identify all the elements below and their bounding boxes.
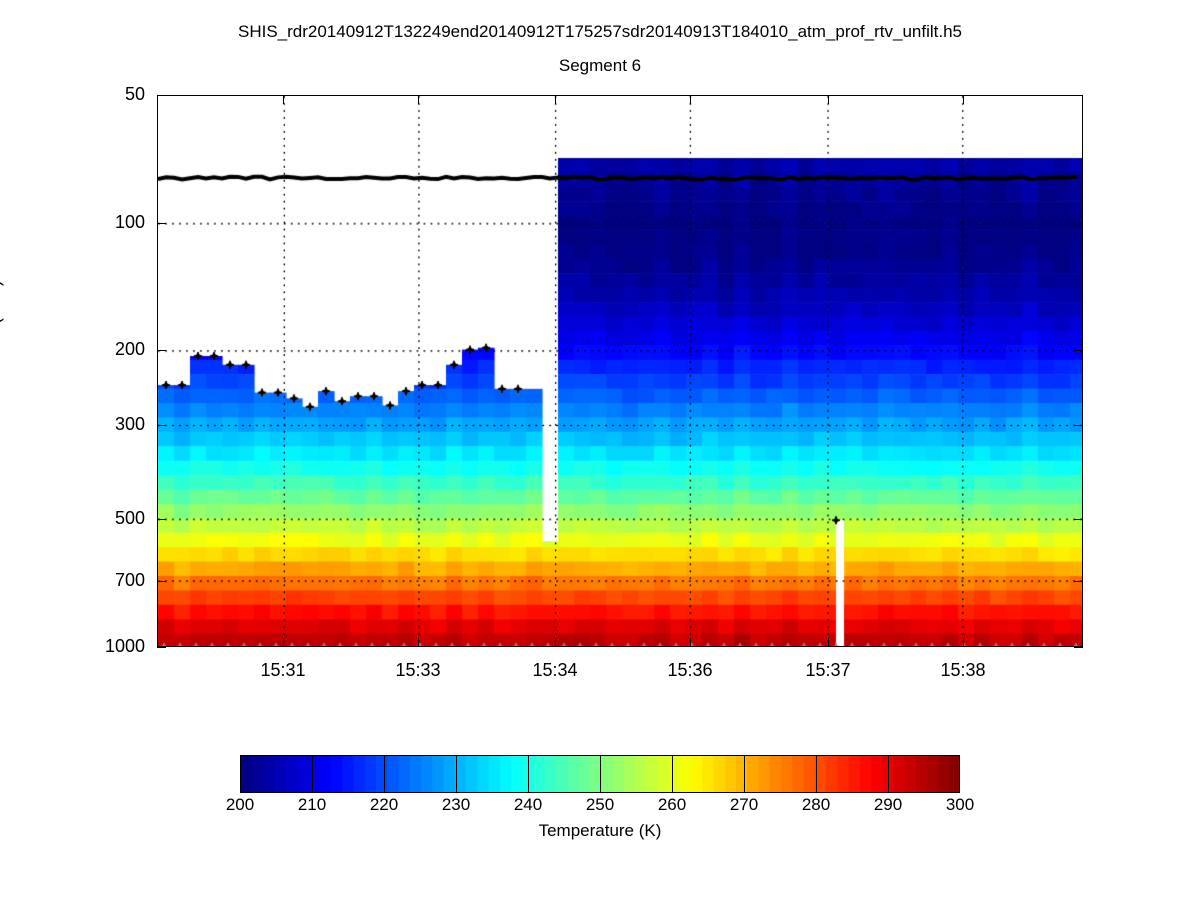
y-tick-mark-right [1074,519,1083,521]
y-tick-label: 300 [114,414,145,435]
x-tick-mark-top [555,95,556,104]
x-tick-label: 15:33 [395,660,441,680]
y-tick-label: 500 [114,508,145,529]
y-tick-label: 700 [114,570,145,591]
colorbar-tick-mark [312,755,313,793]
colorbar-label: Temperature (K) [538,821,662,840]
y-tick-mark [157,222,166,224]
colorbar-tick-label: 240 [513,795,543,814]
x-tick-mark-top [418,95,419,104]
colorbar-tick-mark [816,755,817,793]
colorbar-tick-label: 220 [369,795,399,814]
y-tick-mark [157,647,166,648]
y-tick-label: 100 [114,211,145,232]
colorbar-tick-mark [384,755,385,793]
y-tick-label: 1000 [104,636,145,656]
y-tick-mark-right [1074,350,1083,352]
y-tick-mark-right [1074,581,1083,583]
y-tick-mark [157,581,166,583]
x-tick-mark [555,638,556,647]
colorbar-tick-mark [600,755,601,793]
colorbar-tick-label: 280 [801,795,831,814]
x-tick-label: 15:34 [532,660,578,680]
x-tick-mark-top [828,95,829,104]
x-tick-label: 15:37 [805,660,851,680]
x-tick-mark [963,638,964,647]
colorbar-tick-mark [888,755,889,793]
colorbar-tick-label: 290 [873,795,903,814]
x-tick-mark [828,638,829,647]
page-subtitle: Segment 6 [558,56,642,75]
y-tick-mark-right [1074,425,1083,427]
y-tick-mark-right [1074,222,1083,224]
x-tick-mark-top [690,95,691,104]
y-tick-mark [157,519,166,521]
colorbar-tick-mark [672,755,673,793]
y-axis-label: P (hPa) [0,280,4,341]
x-tick-label: 15:36 [667,660,713,680]
x-tick-mark [690,638,691,647]
x-tick-mark-top [963,95,964,104]
x-tick-mark-top [283,95,284,104]
colorbar-tick-label: 260 [657,795,687,814]
y-tick-mark [157,350,166,352]
colorbar-tick-label: 230 [441,795,471,814]
colorbar-tick-label: 200 [225,795,255,814]
y-tick-label: 200 [114,339,145,360]
y-tick-mark [157,95,166,96]
y-tick-mark [157,425,166,427]
colorbar-tick-label: 250 [585,795,615,814]
y-tick-mark-right [1074,95,1083,96]
colorbar-tick-label: 210 [297,795,327,814]
colorbar-tick-label: 300 [945,795,975,814]
x-tick-label: 15:31 [260,660,306,680]
x-tick-mark [283,638,284,647]
plot-area[interactable] [157,95,1083,647]
colorbar-tick-mark [528,755,529,793]
x-tick-mark [418,638,419,647]
page-title: SHIS_rdr20140912T132249end20140912T17525… [237,22,962,41]
colorbar-tick-label: 270 [729,795,759,814]
colorbar-tick-mark [456,755,457,793]
grid-lines [158,96,1082,646]
y-tick-mark-right [1074,647,1083,648]
x-tick-label: 15:38 [940,660,986,680]
colorbar-tick-mark [744,755,745,793]
y-tick-label: 50 [124,84,145,104]
